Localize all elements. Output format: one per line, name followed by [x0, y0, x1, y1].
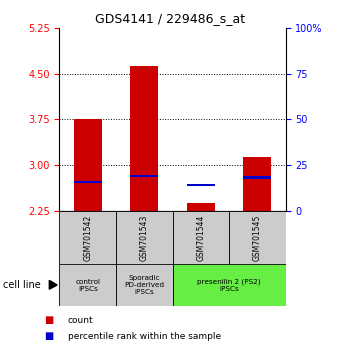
Text: count: count [68, 316, 94, 325]
Text: GSM701544: GSM701544 [196, 214, 205, 261]
Text: GSM701543: GSM701543 [140, 214, 149, 261]
Bar [116, 264, 173, 306]
Text: Sporadic
PD-derived
iPSCs: Sporadic PD-derived iPSCs [124, 275, 164, 295]
Text: cell line: cell line [3, 280, 41, 290]
Text: ■: ■ [44, 315, 53, 325]
Bar [243, 157, 271, 211]
Bar [130, 66, 158, 211]
Text: GSM701545: GSM701545 [253, 214, 262, 261]
Bar [116, 211, 173, 264]
Bar [243, 176, 271, 178]
Bar [59, 211, 116, 264]
Bar [229, 211, 286, 264]
Text: GDS4141 / 229486_s_at: GDS4141 / 229486_s_at [95, 12, 245, 25]
Bar [187, 184, 215, 187]
Bar [74, 120, 102, 211]
Bar [130, 175, 158, 177]
Text: control
IPSCs: control IPSCs [75, 279, 100, 292]
Bar [74, 181, 102, 183]
Text: percentile rank within the sample: percentile rank within the sample [68, 332, 221, 341]
Bar [173, 211, 229, 264]
Bar [187, 203, 215, 211]
Polygon shape [49, 280, 57, 289]
Bar [173, 264, 286, 306]
Text: GSM701542: GSM701542 [83, 215, 92, 261]
Text: ■: ■ [44, 331, 53, 341]
Bar [59, 264, 116, 306]
Text: presenilin 2 (PS2)
iPSCs: presenilin 2 (PS2) iPSCs [197, 279, 261, 292]
